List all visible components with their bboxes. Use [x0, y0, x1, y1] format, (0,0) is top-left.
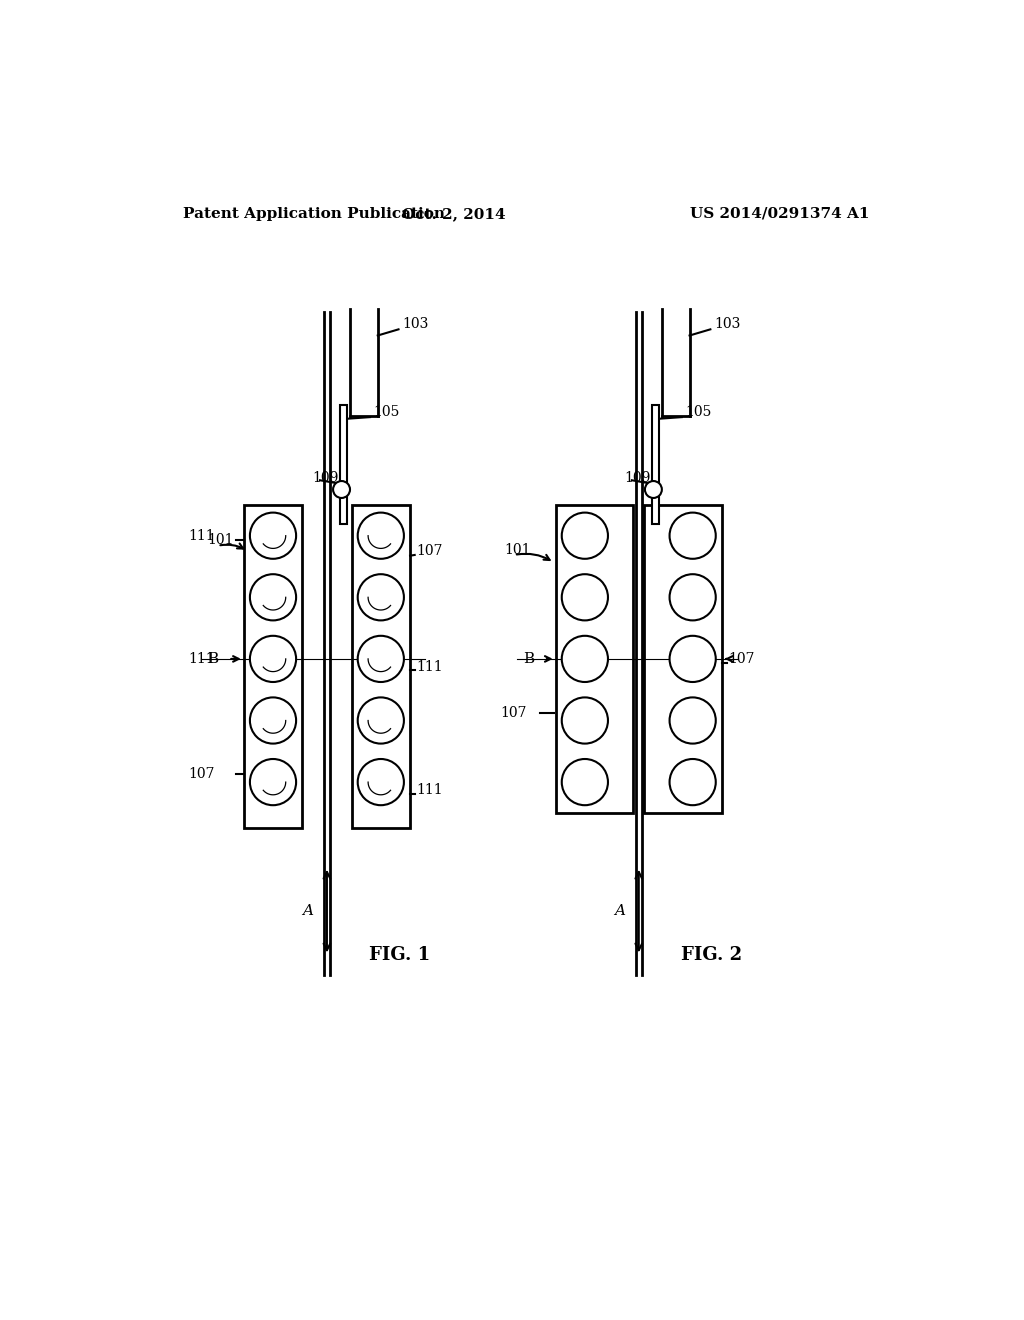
- Text: 107: 107: [728, 652, 755, 665]
- Text: 101: 101: [504, 543, 530, 557]
- Text: FIG. 2: FIG. 2: [681, 946, 742, 965]
- Circle shape: [645, 480, 662, 498]
- Circle shape: [670, 636, 716, 682]
- Text: Patent Application Publication: Patent Application Publication: [183, 207, 444, 220]
- Text: Oct. 2, 2014: Oct. 2, 2014: [402, 207, 506, 220]
- Circle shape: [562, 636, 608, 682]
- Circle shape: [250, 574, 296, 620]
- Text: US 2014/0291374 A1: US 2014/0291374 A1: [690, 207, 869, 220]
- Text: 109: 109: [625, 471, 650, 484]
- Circle shape: [562, 512, 608, 558]
- Circle shape: [670, 759, 716, 805]
- Circle shape: [333, 480, 350, 498]
- Circle shape: [357, 636, 403, 682]
- Text: 107: 107: [188, 767, 214, 781]
- Text: B: B: [523, 652, 535, 665]
- Text: 111: 111: [416, 783, 442, 797]
- Circle shape: [357, 512, 403, 558]
- Text: 103: 103: [714, 317, 740, 331]
- Text: 105: 105: [685, 405, 712, 420]
- Text: A: A: [302, 904, 313, 917]
- Circle shape: [670, 512, 716, 558]
- Bar: [351, 506, 410, 829]
- Bar: [652, 405, 659, 524]
- Circle shape: [562, 759, 608, 805]
- Circle shape: [357, 574, 403, 620]
- Text: 107: 107: [500, 706, 526, 719]
- Circle shape: [562, 574, 608, 620]
- Bar: [244, 506, 302, 829]
- Text: 111: 111: [187, 652, 214, 665]
- Polygon shape: [644, 506, 722, 813]
- Circle shape: [250, 697, 296, 743]
- Circle shape: [562, 697, 608, 743]
- Bar: [340, 405, 347, 524]
- Circle shape: [357, 759, 403, 805]
- Circle shape: [250, 759, 296, 805]
- Circle shape: [670, 697, 716, 743]
- Text: 103: 103: [402, 317, 429, 331]
- Text: B: B: [207, 652, 218, 665]
- Text: 105: 105: [373, 405, 399, 420]
- Text: FIG. 1: FIG. 1: [370, 946, 431, 965]
- Text: 111: 111: [416, 660, 442, 673]
- Circle shape: [250, 512, 296, 558]
- Polygon shape: [556, 506, 634, 813]
- Text: 109: 109: [312, 471, 339, 484]
- Text: 101: 101: [208, 532, 234, 546]
- Circle shape: [670, 574, 716, 620]
- Text: A: A: [614, 904, 625, 917]
- Circle shape: [357, 697, 403, 743]
- Text: 111: 111: [187, 529, 214, 543]
- Circle shape: [250, 636, 296, 682]
- Text: 107: 107: [416, 544, 442, 558]
